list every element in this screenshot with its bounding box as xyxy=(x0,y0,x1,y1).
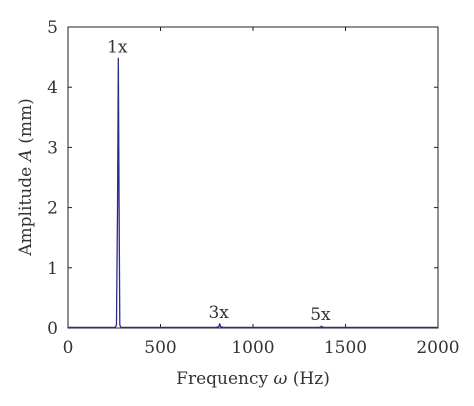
y-tick-label: 4 xyxy=(47,78,58,98)
y-axis-title: Amplitude A (mm) xyxy=(16,98,36,256)
plot-frame xyxy=(67,26,439,329)
x-tick-label: 500 xyxy=(144,338,176,358)
harmonic-annotation: 5x xyxy=(310,305,331,325)
y-tick-label: 0 xyxy=(47,319,58,339)
y-tick-label: 3 xyxy=(47,138,58,158)
ticks-layer: 0 500 1000 1500 2000 0 1 2 3 4 5 xyxy=(47,18,459,358)
x-tick-label: 0 xyxy=(63,338,74,358)
x-axis-title: Frequency ω (Hz) xyxy=(176,369,330,389)
series-line xyxy=(68,57,438,329)
plot-area-border xyxy=(67,26,439,329)
y-tick-label: 5 xyxy=(47,18,58,38)
x-tick-label: 1000 xyxy=(231,338,274,358)
harmonic-annotation: 3x xyxy=(208,303,229,323)
x-tick-label: 2000 xyxy=(416,338,459,358)
harmonic-annotation: 1x xyxy=(107,37,128,57)
annotation-layer: 1x 3x 5x xyxy=(107,37,331,325)
y-tick-label: 1 xyxy=(47,259,58,279)
x-tick-label: 1500 xyxy=(324,338,367,358)
y-tick-label: 2 xyxy=(47,199,58,219)
series-layer xyxy=(68,57,438,329)
